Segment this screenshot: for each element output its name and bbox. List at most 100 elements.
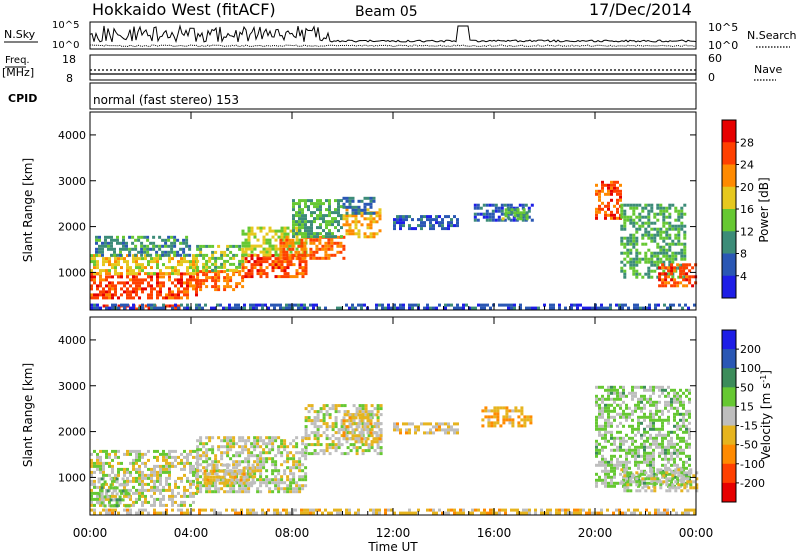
power-cell	[667, 269, 671, 273]
velocity-cell	[598, 385, 601, 389]
velocity-cell	[217, 490, 221, 494]
velocity-cell	[632, 474, 636, 478]
power-cell	[192, 287, 195, 291]
velocity-cell	[301, 484, 305, 488]
velocity-cell	[348, 422, 352, 426]
velocity-cell	[303, 508, 306, 512]
velocity-cell	[610, 430, 613, 434]
velocity-cell	[676, 391, 679, 395]
velocity-cell	[623, 474, 627, 478]
velocity-cell	[239, 481, 243, 485]
velocity-cell	[285, 511, 288, 515]
power-cell	[325, 232, 328, 236]
velocity-cell	[90, 482, 93, 486]
velocity-cell	[159, 488, 162, 492]
power-cell	[220, 265, 224, 269]
power-cell	[616, 207, 619, 211]
velocity-cell	[402, 422, 405, 426]
velocity-cell	[643, 418, 646, 422]
velocity-cell	[646, 388, 649, 392]
power-cell	[161, 250, 165, 254]
power-cell	[286, 260, 290, 264]
velocity-cell	[90, 473, 93, 477]
power-cell	[217, 270, 221, 274]
cpid-row: CPID normal (fast stereo) 153	[8, 82, 697, 110]
velocity-cell	[517, 409, 521, 413]
velocity-cell	[618, 508, 621, 512]
velocity-cell	[358, 410, 362, 414]
power-cell	[253, 263, 257, 267]
power-cell	[420, 227, 423, 231]
velocity-cell	[649, 424, 652, 428]
velocity-cell	[318, 508, 321, 512]
velocity-cell	[189, 485, 192, 489]
power-cell	[417, 218, 420, 222]
power-cell	[176, 253, 180, 257]
power-cell	[232, 262, 236, 266]
velocity-cell	[298, 487, 302, 491]
power-cell	[408, 303, 411, 307]
velocity-cell	[307, 419, 311, 423]
power-cell	[214, 262, 218, 266]
velocity-cell	[496, 412, 500, 416]
power-cell	[162, 303, 165, 307]
velocity-cell	[685, 424, 688, 428]
velocity-cell	[630, 511, 633, 515]
velocity-cell	[484, 409, 488, 413]
velocity-cell	[598, 415, 601, 419]
power-cell	[558, 306, 561, 310]
power-cell	[610, 192, 613, 196]
velocity-cell	[256, 469, 260, 473]
velocity-cell	[613, 406, 616, 410]
velocity-cell	[649, 394, 652, 398]
power-cell	[304, 202, 307, 206]
velocity-cell	[423, 431, 426, 435]
velocity-cell	[289, 478, 293, 482]
velocity-cell	[631, 385, 634, 389]
velocity-cell	[664, 436, 667, 440]
velocity-cell	[132, 464, 135, 468]
power-cell	[280, 269, 284, 273]
power-cell	[342, 214, 346, 218]
power-cell	[644, 230, 648, 234]
power-cell	[671, 203, 675, 207]
velocity-cell	[625, 412, 628, 416]
velocity-cell	[132, 485, 135, 489]
power-cell	[247, 275, 251, 279]
velocity-cell	[213, 508, 216, 512]
power-cell	[677, 233, 681, 237]
power-cell	[601, 201, 604, 205]
velocity-cell	[674, 486, 678, 490]
velocity-cell	[367, 410, 371, 414]
power-region-16	[620, 203, 687, 279]
velocity-cell	[304, 478, 308, 482]
power-cell	[324, 241, 328, 245]
velocity-cell	[676, 412, 679, 416]
velocity-cell	[304, 472, 308, 476]
velocity-cell	[646, 481, 649, 485]
power-ytick-label: 1000	[58, 266, 86, 279]
velocity-cell	[598, 442, 601, 446]
power-cell	[316, 205, 319, 209]
power-cell	[301, 232, 304, 236]
velocity-cell	[165, 470, 168, 474]
velocity-cell	[209, 469, 213, 473]
velocity-cell	[203, 478, 207, 482]
velocity-cell	[99, 470, 102, 474]
power-cell	[283, 229, 287, 233]
velocity-cell	[411, 422, 414, 426]
velocity-cell	[135, 455, 138, 459]
power-cell	[369, 211, 373, 215]
power-cell	[180, 275, 183, 279]
power-cell	[399, 303, 402, 307]
power-cell	[324, 253, 328, 257]
velocity-cell	[165, 479, 168, 483]
velocity-cell	[673, 418, 676, 422]
velocity-cell	[238, 460, 242, 464]
power-cell	[525, 306, 528, 310]
power-cell	[644, 254, 648, 258]
power-cell	[623, 275, 627, 279]
velocity-cell	[99, 488, 102, 492]
power-cell	[122, 247, 125, 251]
velocity-cell	[230, 481, 234, 485]
